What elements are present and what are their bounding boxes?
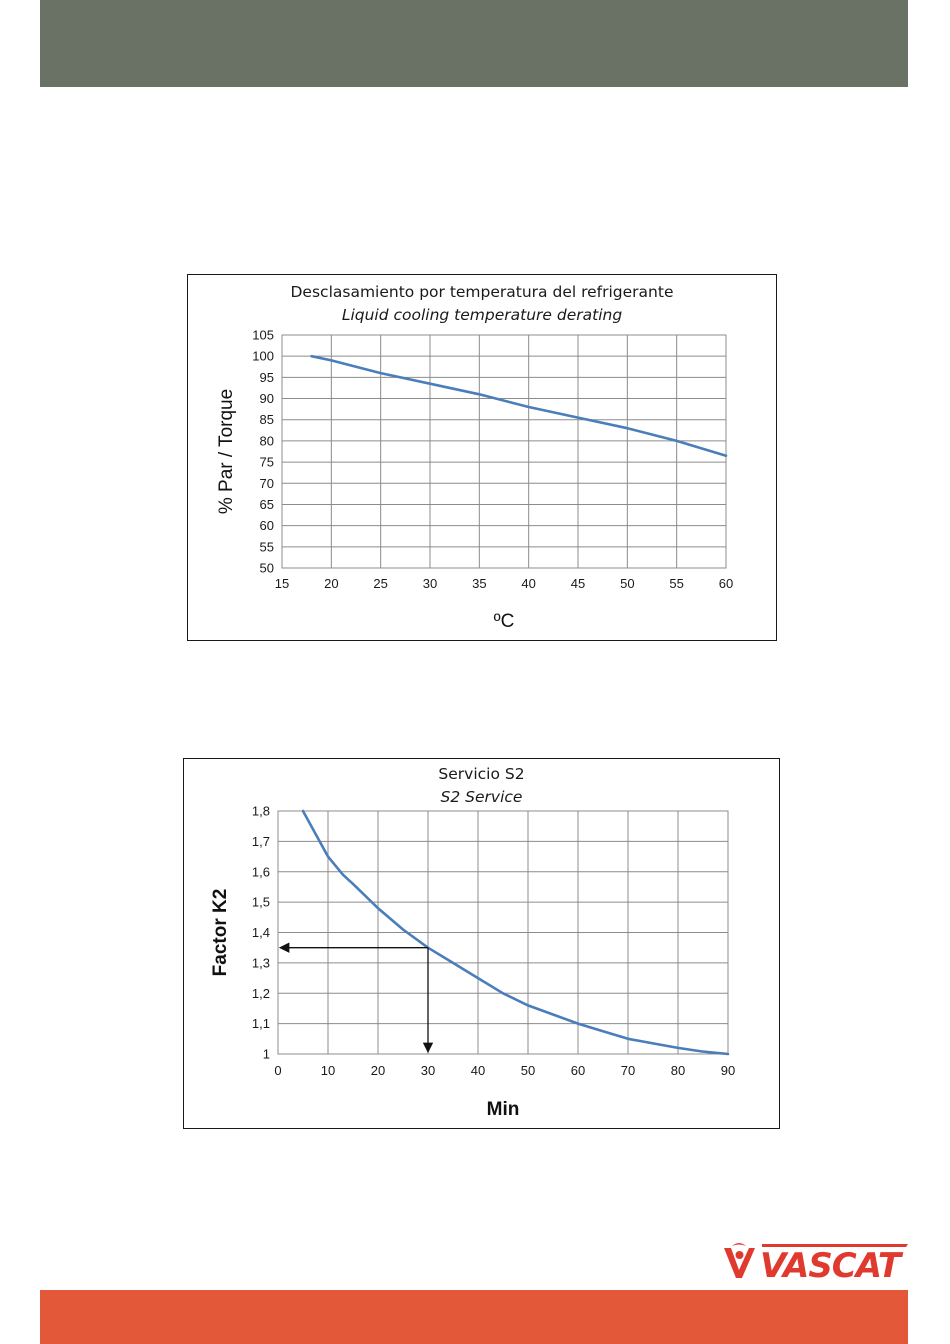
- s2-service-chart: Servicio S2 S2 Service 0 10 20 30 40 50 60 70 80…: [183, 758, 780, 1129]
- chart-title: Desclasamiento por temperatura del refri…: [290, 283, 674, 301]
- y-tick-label: 90: [260, 391, 274, 406]
- y-tick-label: 75: [260, 455, 274, 470]
- x-tick-label: 10: [321, 1063, 335, 1078]
- x-axis-label: ºC: [494, 611, 515, 632]
- x-tick-label: 30: [421, 1063, 435, 1078]
- y-axis-label: % Par / Torque: [216, 389, 237, 514]
- series-line: [310, 354, 728, 457]
- y-tick-label: 1,6: [252, 864, 270, 879]
- x-tick-label: 80: [671, 1063, 685, 1078]
- x-tick-label: 50: [521, 1063, 535, 1078]
- chart-plot: 15 20 25 30 35 40 45 50 55 60 50 55 60 65 70 75 80 85 90 95…: [216, 328, 733, 633]
- x-tick-label: 70: [621, 1063, 635, 1078]
- chart-subtitle: Liquid cooling temperature derating: [341, 306, 623, 324]
- x-tick-label: 30: [423, 576, 437, 591]
- x-tick-label: 35: [472, 576, 486, 591]
- y-tick-label: 65: [260, 497, 274, 512]
- y-tick-label: 60: [260, 518, 274, 533]
- x-axis-label: Min: [487, 1099, 520, 1120]
- plot-border: [281, 334, 727, 569]
- y-tick-label: 1,3: [252, 955, 270, 970]
- x-tick-label: 20: [324, 576, 338, 591]
- y-tick-label: 95: [260, 370, 274, 385]
- x-tick-label: 25: [373, 576, 387, 591]
- x-tick-label: 40: [471, 1063, 485, 1078]
- y-tick-label: 80: [260, 433, 274, 448]
- chart-title: Servicio S2: [438, 765, 525, 783]
- y-tick-label: 1: [263, 1047, 270, 1062]
- series-line: [301, 809, 730, 1056]
- y-tick-label: 85: [260, 412, 274, 427]
- x-tick-label: 15: [275, 576, 289, 591]
- chart-subtitle: S2 Service: [440, 788, 523, 806]
- x-tick-label: 40: [521, 576, 535, 591]
- x-tick-label: 0: [274, 1063, 281, 1078]
- y-tick-label: 1,8: [252, 804, 270, 819]
- header-band: [40, 0, 908, 87]
- footer-band: [40, 1290, 908, 1344]
- y-tick-label: 70: [260, 476, 274, 491]
- y-tick-label: 55: [260, 539, 274, 554]
- torque-derating-chart: Desclasamiento por temperatura del refri…: [187, 274, 777, 641]
- y-tick-label: 1,7: [252, 834, 270, 849]
- plot-border: [277, 810, 729, 1055]
- y-tick-label: 1,2: [252, 986, 270, 1001]
- vascat-logo: VASCAT: [722, 1240, 910, 1286]
- y-axis-label: Factor K2: [210, 889, 231, 977]
- y-tick-label: 1,5: [252, 895, 270, 910]
- x-tick-label: 60: [571, 1063, 585, 1078]
- y-tick-label: 100: [252, 349, 274, 364]
- x-tick-label: 50: [620, 576, 634, 591]
- x-tick-label: 55: [669, 576, 683, 591]
- x-tick-label: 45: [571, 576, 585, 591]
- logo-text: VASCAT: [760, 1246, 904, 1282]
- y-tick-label: 1,1: [252, 1016, 270, 1031]
- chart-plot: 0 10 20 30 40 50 60 70 80 90 1 1,1 1,2 1,3 1,4 1,5 1,6 1,…: [210, 804, 735, 1121]
- x-tick-label: 20: [371, 1063, 385, 1078]
- y-tick-label: 1,4: [252, 925, 270, 940]
- y-tick-label: 50: [260, 561, 274, 576]
- x-tick-label: 90: [721, 1063, 735, 1078]
- x-tick-label: 60: [719, 576, 733, 591]
- y-tick-label: 105: [252, 328, 274, 343]
